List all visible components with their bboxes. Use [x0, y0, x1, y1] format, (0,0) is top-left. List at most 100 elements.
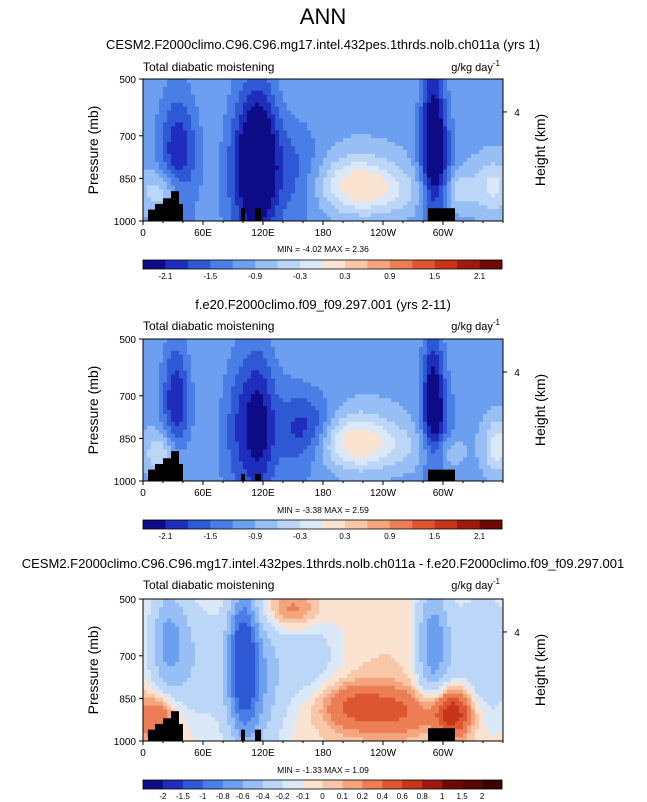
field-cell — [343, 169, 348, 175]
field-cell — [295, 90, 300, 96]
colorbar-label: -0.3 — [293, 272, 307, 281]
field-cell — [311, 205, 316, 210]
field-cell — [315, 358, 320, 364]
field-cell — [311, 185, 316, 191]
field-cell — [327, 209, 332, 214]
field-cell — [307, 126, 312, 131]
field-cell — [219, 437, 224, 443]
field-cell — [271, 79, 276, 84]
field-cell — [187, 473, 192, 478]
field-cell — [447, 157, 452, 163]
field-cell — [463, 177, 468, 183]
field-cell — [343, 197, 348, 202]
field-cell — [291, 469, 296, 474]
field-cell — [451, 146, 456, 151]
field-cell — [203, 169, 208, 175]
field-cell — [259, 209, 264, 214]
field-cell — [147, 130, 152, 135]
field-cell — [255, 441, 260, 447]
field-cell — [339, 138, 344, 143]
field-cell — [315, 469, 320, 474]
field-cell — [303, 457, 308, 462]
field-cell — [255, 386, 260, 391]
field-cell — [239, 134, 244, 139]
field-cell — [363, 157, 368, 163]
field-cell — [303, 449, 308, 454]
field-cell — [231, 425, 236, 431]
field-cell — [279, 122, 284, 127]
field-cell — [231, 110, 236, 116]
field-cell — [463, 209, 468, 214]
field-cell — [171, 433, 176, 439]
field-cell — [151, 366, 156, 372]
field-cell — [363, 138, 368, 143]
field-cell — [479, 142, 484, 147]
field-cell — [251, 374, 256, 380]
field-cell — [367, 86, 372, 92]
field-cell — [411, 201, 416, 206]
field-cell — [263, 177, 268, 183]
field-cell — [483, 185, 488, 191]
field-cell — [247, 469, 252, 474]
colorbar-swatch — [344, 260, 368, 269]
field-cell — [319, 421, 324, 427]
field-cell — [379, 90, 384, 96]
field-cell — [475, 189, 480, 194]
field-cell — [271, 350, 276, 356]
field-cell — [223, 142, 228, 147]
field-cell — [187, 469, 192, 474]
field-cell — [275, 453, 280, 458]
field-cell — [155, 449, 160, 454]
field-cell — [359, 181, 364, 187]
field-cell — [235, 382, 240, 387]
field-cell — [219, 449, 224, 454]
field-cell — [251, 441, 256, 447]
field-cell — [435, 177, 440, 183]
field-cell — [339, 193, 344, 198]
field-cell — [459, 94, 464, 100]
field-cell — [163, 173, 168, 179]
field-cell — [147, 437, 152, 443]
field-cell — [247, 94, 252, 100]
field-cell — [259, 138, 264, 143]
field-cell — [311, 138, 316, 143]
field-cell — [203, 358, 208, 364]
field-cell — [411, 169, 416, 175]
field-cell — [227, 413, 232, 419]
field-cell — [331, 94, 336, 100]
field-cell — [495, 118, 500, 123]
field-cell — [303, 118, 308, 123]
field-cell — [271, 342, 276, 348]
field-cell — [407, 138, 412, 143]
field-cell — [183, 217, 188, 221]
field-cell — [191, 189, 196, 194]
field-cell — [207, 339, 212, 344]
field-cell — [371, 98, 376, 104]
field-cell — [155, 165, 160, 171]
contour-field — [143, 79, 503, 221]
field-cell — [191, 342, 196, 348]
field-cell — [239, 181, 244, 187]
field-cell — [147, 354, 152, 360]
field-cell — [155, 433, 160, 439]
field-cell — [159, 445, 164, 451]
field-cell — [207, 461, 212, 466]
field-cell — [235, 94, 240, 100]
field-cell — [327, 126, 332, 131]
field-cell — [263, 138, 268, 143]
field-cell — [199, 346, 204, 352]
field-cell — [359, 134, 364, 139]
field-cell — [283, 398, 288, 403]
field-cell — [187, 410, 192, 415]
field-cell — [187, 421, 192, 427]
field-cell — [235, 374, 240, 380]
field-cell — [155, 354, 160, 360]
field-cell — [179, 421, 184, 427]
field-cell — [243, 185, 248, 191]
field-cell — [455, 181, 460, 187]
field-cell — [303, 157, 308, 163]
field-cell — [243, 465, 248, 470]
field-cell — [163, 370, 168, 376]
field-cell — [211, 358, 216, 364]
field-cell — [195, 217, 200, 221]
